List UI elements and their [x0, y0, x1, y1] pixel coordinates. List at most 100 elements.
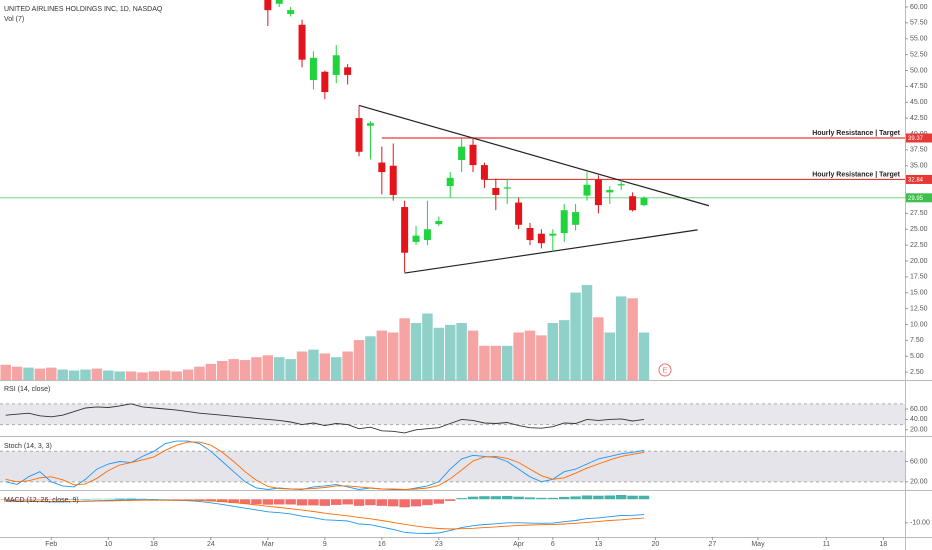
price-badge-label: 32.84	[908, 178, 924, 184]
volume-bar	[137, 372, 148, 380]
y-tick-label: 42.50	[910, 115, 928, 122]
macd-histogram-bar	[467, 496, 479, 500]
volume-bar	[399, 318, 410, 380]
macd-histogram-bar	[524, 497, 536, 500]
stoch-title: Stoch (14, 3, 3)	[4, 443, 52, 450]
macd-histogram-bar	[353, 499, 365, 506]
y-tick-label: 37.50	[910, 147, 928, 154]
macd-histogram-bar	[536, 497, 547, 500]
macd-histogram-bar	[0, 499, 11, 500]
y-tick-label: 47.50	[910, 83, 928, 90]
x-tick-label: 27	[708, 541, 716, 548]
y-tick-label: 2.50	[910, 369, 924, 376]
candle-body	[401, 207, 409, 253]
x-tick-label: 18	[150, 541, 158, 548]
volume-bar	[11, 366, 23, 380]
volume-bar	[581, 285, 593, 380]
macd-pane-content	[0, 495, 650, 534]
rsi-title: RSI (14, close)	[4, 386, 50, 393]
volume-bar	[524, 330, 536, 380]
macd-signal-line	[5, 499, 645, 530]
candle-body	[275, 0, 283, 4]
candle-body	[378, 162, 386, 173]
macd-histogram-bar	[80, 499, 91, 500]
macd-histogram-bar	[365, 499, 376, 506]
candle-body	[389, 165, 397, 195]
volume-bar	[23, 367, 34, 380]
candle-body	[458, 146, 466, 161]
x-tick-label: 9	[323, 541, 327, 548]
volume-bar	[330, 357, 342, 380]
candle-body	[435, 220, 443, 225]
candle-body	[309, 57, 317, 81]
macd-histogram-bar	[604, 495, 616, 500]
volume-bar	[490, 345, 502, 380]
macd-histogram-bar	[342, 499, 353, 505]
macd-histogram-bar	[581, 495, 593, 500]
macd-histogram-bar	[11, 499, 23, 500]
y-tick-label: 15.00	[910, 290, 928, 297]
volume-bar	[285, 359, 296, 380]
axes: 2.50 5.00 7.50 10.00 12.50 15.00 17.50 20.00 22.…	[45, 4, 932, 548]
volume-bar	[479, 345, 490, 380]
volume-bar	[513, 332, 524, 380]
x-tick-label: 13	[594, 541, 602, 548]
macd-histogram-bar	[251, 499, 262, 505]
volume-bar	[467, 330, 479, 380]
volume-bar	[148, 371, 160, 380]
trendline	[404, 229, 698, 274]
volume-bar	[615, 296, 627, 380]
volume-bar	[103, 370, 114, 380]
macd-histogram-bar	[34, 499, 46, 500]
volume-bar	[194, 366, 205, 380]
candle-body	[617, 184, 625, 186]
rsi-line	[5, 403, 645, 434]
macd-histogram-bar	[387, 499, 399, 507]
macd-histogram-bar	[205, 499, 217, 502]
earnings-icon[interactable]	[658, 363, 672, 377]
macd-histogram-bar	[182, 499, 194, 500]
chart-title: UNITED AIRLINES HOLDINGS INC, 1D, NASDAQ	[4, 6, 163, 13]
rsi-band	[0, 403, 905, 425]
volume-bar	[91, 368, 103, 380]
macd-histogram-bar	[433, 499, 445, 504]
volume-bar	[353, 340, 365, 380]
macd-histogram-bar	[239, 499, 251, 504]
y-tick-label: 20.00	[910, 258, 928, 265]
y-tick-label: 35.00	[910, 163, 928, 170]
candle-body	[503, 187, 511, 189]
x-tick-label: 18	[879, 541, 887, 548]
macd-histogram-bar	[262, 499, 274, 505]
macd-histogram-bar	[593, 495, 604, 500]
trendline	[358, 104, 710, 207]
macd-histogram-bar	[399, 499, 410, 508]
macd-histogram-bar	[308, 499, 319, 506]
candle-body	[629, 196, 637, 211]
candle-body	[287, 10, 295, 14]
candle-body	[640, 197, 648, 206]
x-tick-label: 20	[651, 541, 659, 548]
volume-bar	[114, 371, 125, 380]
candle-body	[606, 189, 614, 193]
volume-bar	[558, 320, 570, 380]
candle-body	[321, 71, 329, 93]
price-badge-label: 39.37	[908, 136, 924, 142]
volume-bar	[274, 357, 285, 380]
volume-bar	[0, 364, 11, 380]
volume-bar	[125, 371, 137, 380]
macd-histogram-bar	[490, 496, 502, 500]
volume-bar	[604, 332, 616, 380]
volume-bar	[228, 359, 239, 380]
earnings-label[interactable]: E	[663, 367, 668, 374]
price-badge	[906, 133, 932, 143]
y-tick-label: 60.00	[910, 406, 928, 413]
volume-bar	[376, 330, 388, 380]
y-tick-label: 20.00	[910, 427, 928, 434]
x-tick-label: Mar	[262, 541, 275, 548]
volume-bar	[547, 323, 559, 380]
macd-histogram-bar	[479, 496, 490, 500]
volume-bar	[342, 351, 353, 380]
macd-histogram-bar	[137, 498, 148, 500]
x-tick-label: 6	[551, 541, 555, 548]
x-tick-label: May	[751, 541, 765, 548]
